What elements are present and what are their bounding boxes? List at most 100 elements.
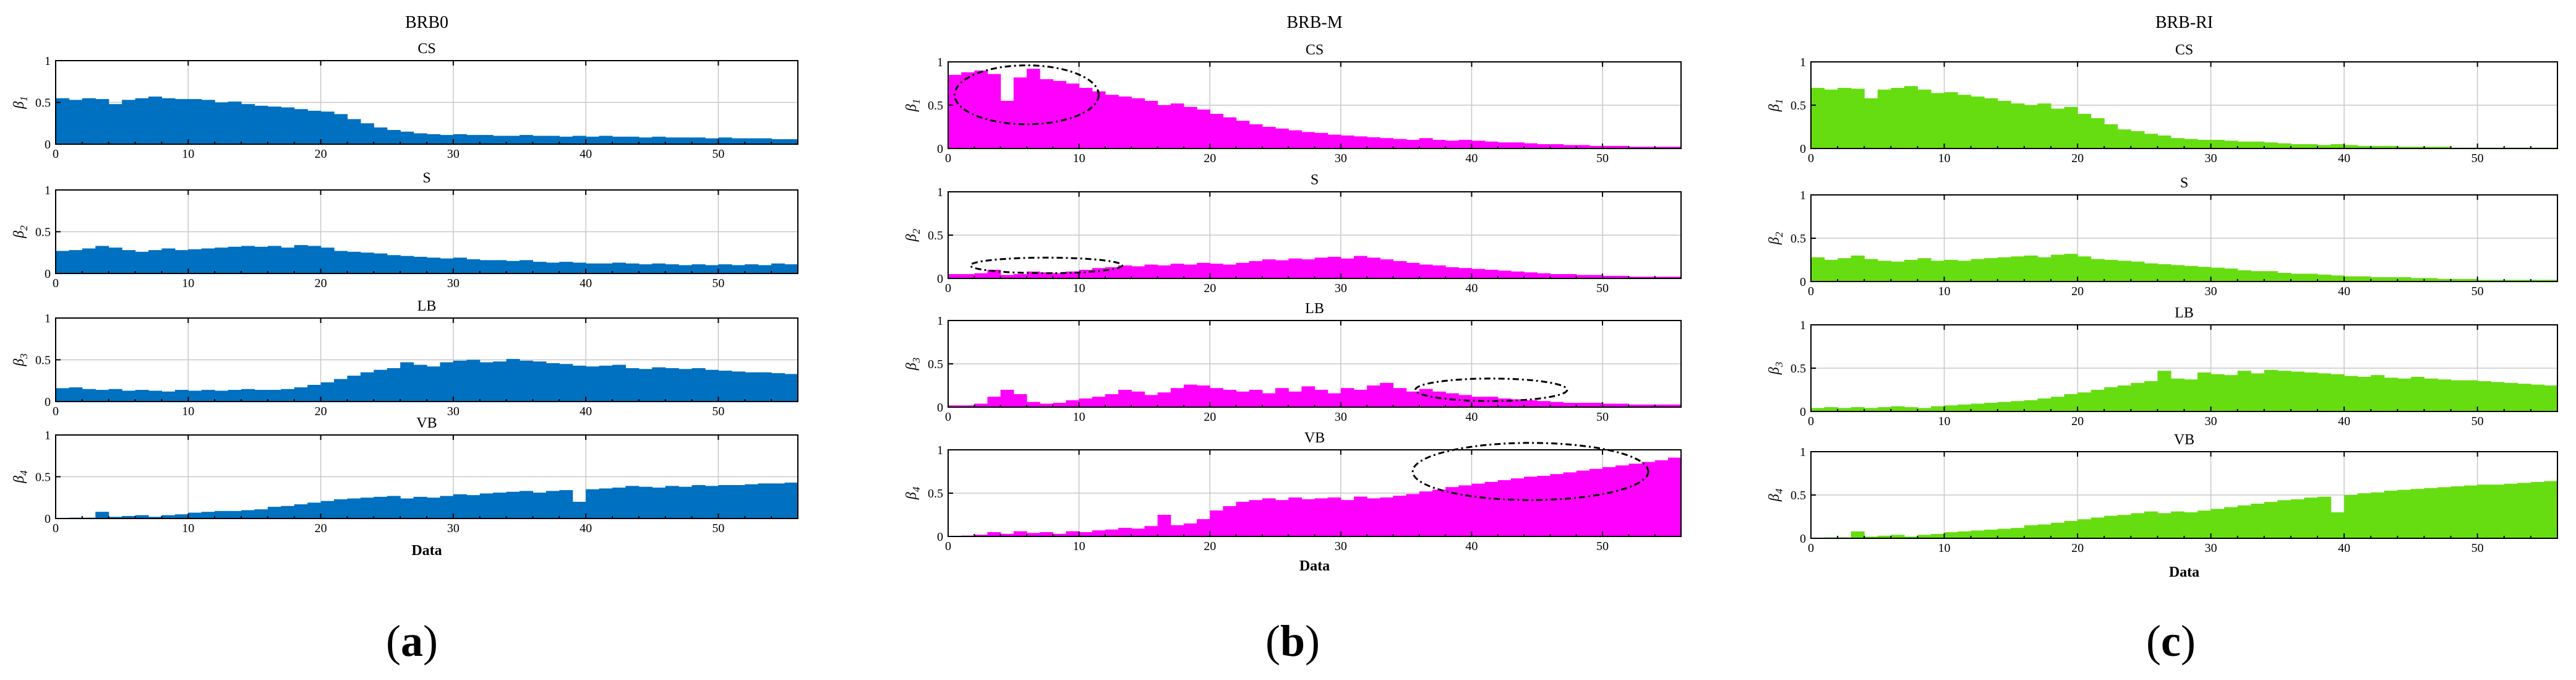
bar [347,498,361,519]
bar [1589,403,1603,407]
bar [2104,515,2118,538]
bar [2530,384,2545,411]
bar [599,136,613,144]
bar [586,489,600,519]
bar [479,493,494,519]
bar [1367,137,1380,148]
bar [2544,385,2558,411]
bar [2410,489,2425,538]
bar [718,264,732,273]
bar [148,250,163,273]
bar [122,390,136,402]
bar [2117,129,2131,148]
bar [427,134,441,144]
y-tick-label: 0.5 [928,99,943,113]
x-tick-label: 30 [1335,152,1347,165]
bar [1170,525,1184,536]
y-axis-label: β2 [11,225,30,239]
x-tick-label: 40 [1465,152,1478,165]
panel-title: BRB-RI [2155,13,2213,32]
bar [533,136,547,144]
bar [2237,371,2251,411]
y-tick-label: 1 [45,54,51,68]
bar [625,368,640,402]
bar [2104,124,2118,148]
y-tick-label: 0.5 [35,226,51,239]
bar [533,493,547,519]
x-tick-label: 30 [2205,152,2217,165]
x-tick-label: 30 [447,147,460,161]
bar [387,255,401,273]
bar [201,248,215,273]
subplot-vb: VB 0 10 20 30 40 50 0 0.5 1 β4 [904,430,1682,553]
bar [2277,371,2291,411]
bar [1157,105,1171,148]
x-axis-label: Data [2169,564,2199,580]
bar [506,359,520,402]
bar [1615,403,1629,407]
bar [387,496,401,519]
bar [1026,271,1040,278]
x-tick-label: 10 [1938,415,1951,428]
x-tick-label: 10 [182,405,194,418]
bar [2077,519,2092,538]
x-tick-label: 20 [1204,282,1216,295]
x-tick-label: 30 [1335,410,1347,424]
bar [82,98,96,144]
bar [1223,117,1237,148]
bar [987,270,1001,278]
bar [2357,377,2371,411]
bar [1851,88,1865,148]
x-tick-label: 10 [1938,152,1951,165]
bar [254,246,268,273]
bar [678,265,693,273]
bar [2424,378,2438,411]
bar [1484,481,1499,536]
bar [1092,268,1106,278]
bar [2384,277,2398,282]
bar [1628,147,1643,148]
bar [2144,511,2158,538]
bar [1471,397,1486,407]
bar [1524,476,1538,536]
bar [1157,515,1171,536]
bar [387,130,401,144]
bar [731,485,745,519]
bar [1563,403,1577,407]
bar [1524,272,1538,278]
y-axis-label: β4 [1766,488,1785,502]
y-tick-label: 1 [45,312,51,325]
bar [1353,136,1367,148]
bar [1984,403,1998,411]
subplot-title: CS [1306,42,1324,58]
bar [1524,400,1538,407]
bar [718,485,732,519]
bar [987,74,1001,148]
bar [652,367,666,402]
bar [612,488,627,519]
bar [559,490,573,519]
x-tick-label: 40 [2338,152,2350,165]
bar [1984,98,1998,148]
bar [122,100,136,144]
bar [281,506,295,519]
bar [1000,101,1014,148]
bar [2437,487,2452,538]
bar [1262,498,1276,536]
bar [961,405,975,407]
bar [427,366,441,402]
bar [1040,272,1053,278]
y-tick-label: 1 [45,184,51,197]
bar [148,517,163,519]
bar [413,257,427,273]
x-tick-label: 30 [447,277,460,290]
bar [188,249,202,273]
bar [1563,145,1577,148]
bar [479,260,494,273]
bar [2517,280,2531,282]
bar [1628,463,1643,536]
bar [1497,398,1512,407]
bar [1877,535,1891,538]
subplot-cs: CS 0 10 20 30 40 50 0 0.5 1 β1 [11,41,798,161]
